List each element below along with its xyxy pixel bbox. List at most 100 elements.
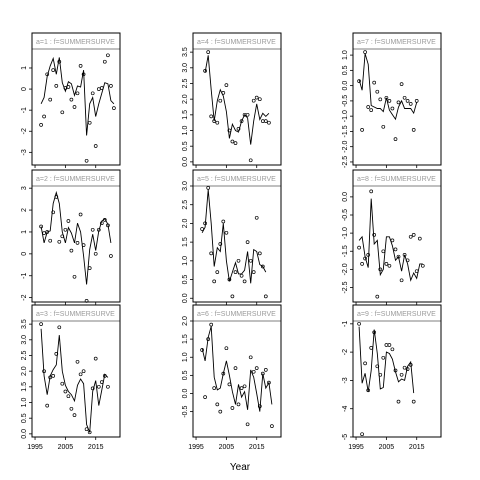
data-point xyxy=(203,395,207,399)
data-point xyxy=(390,106,395,111)
data-point xyxy=(78,212,83,217)
data-point xyxy=(263,119,268,123)
data-point xyxy=(102,218,107,222)
data-point xyxy=(212,119,217,123)
panel-8: a=6 : f=SUMMERSURVE -0.5 0.0 0.5 1.0 1.5 2.0 19… xyxy=(182,304,282,451)
data-point xyxy=(224,230,229,235)
y-tick-label: -0.5 xyxy=(342,95,349,107)
x-tick-label: 2005 xyxy=(379,444,395,451)
x-tick-label: 2015 xyxy=(88,444,104,451)
data-point xyxy=(221,371,226,376)
y-tick-label: 1.5 xyxy=(182,334,189,344)
data-point xyxy=(260,371,265,376)
data-point xyxy=(75,241,80,245)
panel-strip xyxy=(193,33,281,49)
data-point xyxy=(411,128,416,132)
data-point xyxy=(45,403,50,408)
data-point xyxy=(42,231,46,235)
data-point xyxy=(393,137,398,141)
data-point xyxy=(45,230,50,234)
data-point xyxy=(405,367,410,371)
data-point xyxy=(60,381,65,386)
data-point xyxy=(378,267,383,272)
panel-grid: a=1 : f=SUMMERSURVE -3 -2 -1 0 1 a=4 : f=SUMME… xyxy=(21,32,442,451)
data-point xyxy=(357,79,361,83)
y-tick-label: 0 xyxy=(21,252,28,256)
data-point xyxy=(369,189,374,194)
data-point xyxy=(257,251,262,256)
data-point xyxy=(93,144,98,148)
y-tick-label: 0.0 xyxy=(182,157,189,167)
data-point xyxy=(245,422,250,427)
data-point xyxy=(93,251,98,256)
data-point xyxy=(251,369,256,374)
data-point xyxy=(106,384,110,389)
data-point xyxy=(99,221,104,226)
data-point xyxy=(242,279,247,284)
data-point xyxy=(233,270,238,274)
data-point xyxy=(417,236,422,241)
data-point xyxy=(372,233,377,237)
panel-3: a=7 : f=SUMMERSURVE -2.5 -2.0 -1.5 -1.0 -0.5 0… xyxy=(342,32,442,168)
data-point xyxy=(260,264,265,269)
data-point xyxy=(96,227,101,232)
y-tick-label: -2.5 xyxy=(342,281,349,293)
y-tick-label: 0.5 xyxy=(342,65,349,75)
data-point xyxy=(200,348,204,352)
data-point xyxy=(212,279,217,284)
data-point xyxy=(408,102,413,106)
y-tick-label: 1.5 xyxy=(182,237,189,247)
data-point xyxy=(230,294,235,299)
data-point xyxy=(203,221,207,226)
data-point xyxy=(224,346,229,351)
y-tick-label: -1 xyxy=(21,107,28,113)
data-point xyxy=(378,97,383,102)
data-point xyxy=(233,141,238,145)
data-point xyxy=(369,346,374,350)
x-tick-label: 2015 xyxy=(249,444,265,451)
data-point xyxy=(54,84,59,88)
data-point xyxy=(366,105,371,109)
data-point xyxy=(200,227,204,231)
data-point xyxy=(51,210,56,215)
data-point xyxy=(78,372,83,377)
data-point xyxy=(230,406,235,410)
data-point xyxy=(39,224,43,229)
data-point xyxy=(63,389,68,394)
data-point xyxy=(57,59,62,64)
data-point xyxy=(90,227,95,232)
data-point xyxy=(251,270,256,274)
data-point xyxy=(230,139,235,144)
panel-frame xyxy=(31,169,121,303)
data-point xyxy=(405,258,410,263)
data-point xyxy=(99,380,104,384)
data-point xyxy=(99,86,104,90)
y-tick-label: 2.5 xyxy=(21,351,28,361)
y-tick-label: 0.5 xyxy=(182,141,189,151)
y-tick-label: 3 xyxy=(21,186,28,190)
y-tick-label: -1.5 xyxy=(342,245,349,257)
data-point xyxy=(393,247,398,252)
data-point xyxy=(236,127,241,131)
panel-title: a=7 : f=SUMMERSURVE xyxy=(357,39,436,46)
panel-title: a=4 : f=SUMMERSURVE xyxy=(197,39,276,46)
data-point xyxy=(48,97,53,102)
y-tick-label: -2 xyxy=(21,294,28,300)
y-tick-label: 0.0 xyxy=(342,81,349,91)
data-point xyxy=(363,50,367,54)
y-tick-label: -3 xyxy=(21,149,28,155)
y-tick-label: -0.5 xyxy=(182,405,189,417)
series-line xyxy=(204,55,270,145)
data-point xyxy=(81,243,86,247)
data-point xyxy=(206,337,211,341)
data-point xyxy=(399,372,404,377)
data-point xyxy=(87,430,92,435)
panel-strip xyxy=(353,33,441,49)
y-tick-label: 0.0 xyxy=(21,429,28,439)
panel-strip xyxy=(353,170,441,186)
x-tick-label: 1995 xyxy=(188,444,204,451)
y-tick-label: -1.5 xyxy=(342,125,349,137)
data-point xyxy=(236,258,241,263)
panel-frame xyxy=(352,169,442,303)
